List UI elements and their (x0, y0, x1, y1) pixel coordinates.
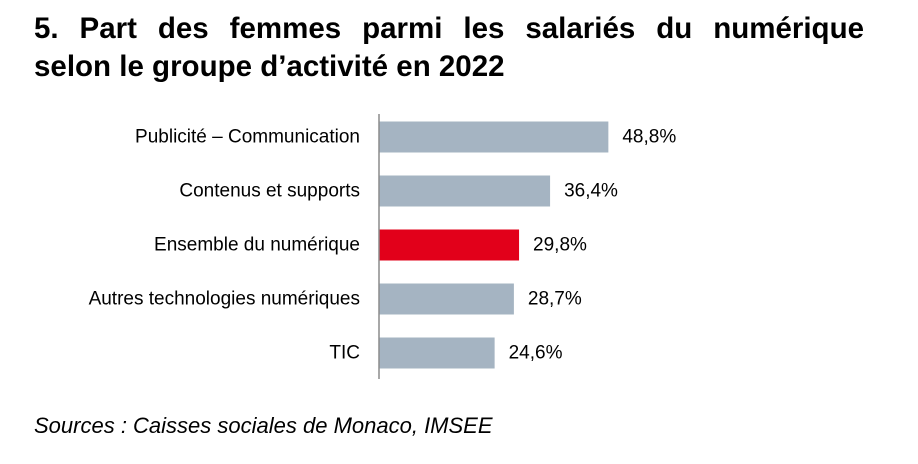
category-label: Contenus et supports (179, 181, 360, 202)
bar (379, 283, 514, 315)
bar (379, 175, 551, 207)
bars-group: Publicité – Communication 48,8% Contenus e… (89, 121, 676, 369)
data-label: 48,8% (622, 127, 676, 148)
bar (379, 121, 609, 153)
chart-title: 5. Part des femmes parmi les salariés du… (34, 10, 864, 86)
data-label: 36,4% (564, 181, 618, 202)
data-label: 29,8% (533, 235, 587, 256)
source-note: Sources : Caisses sociales de Monaco, IM… (34, 413, 493, 438)
bar (379, 229, 520, 261)
data-label: 28,7% (528, 289, 582, 310)
category-label: Publicité – Communication (135, 127, 360, 148)
bar-chart: Publicité – Communication 48,8% Contenus e… (89, 114, 676, 379)
category-label: TIC (329, 343, 360, 364)
bar (379, 337, 495, 369)
chart-title-line-2: selon le groupe d’activité en 2022 (34, 50, 505, 83)
chart-title-line-1: 5. Part des femmes parmi les salariés du… (34, 12, 864, 45)
category-label: Autres technologies numériques (89, 289, 360, 310)
category-label: Ensemble du numérique (154, 235, 360, 256)
data-label: 24,6% (509, 343, 563, 364)
